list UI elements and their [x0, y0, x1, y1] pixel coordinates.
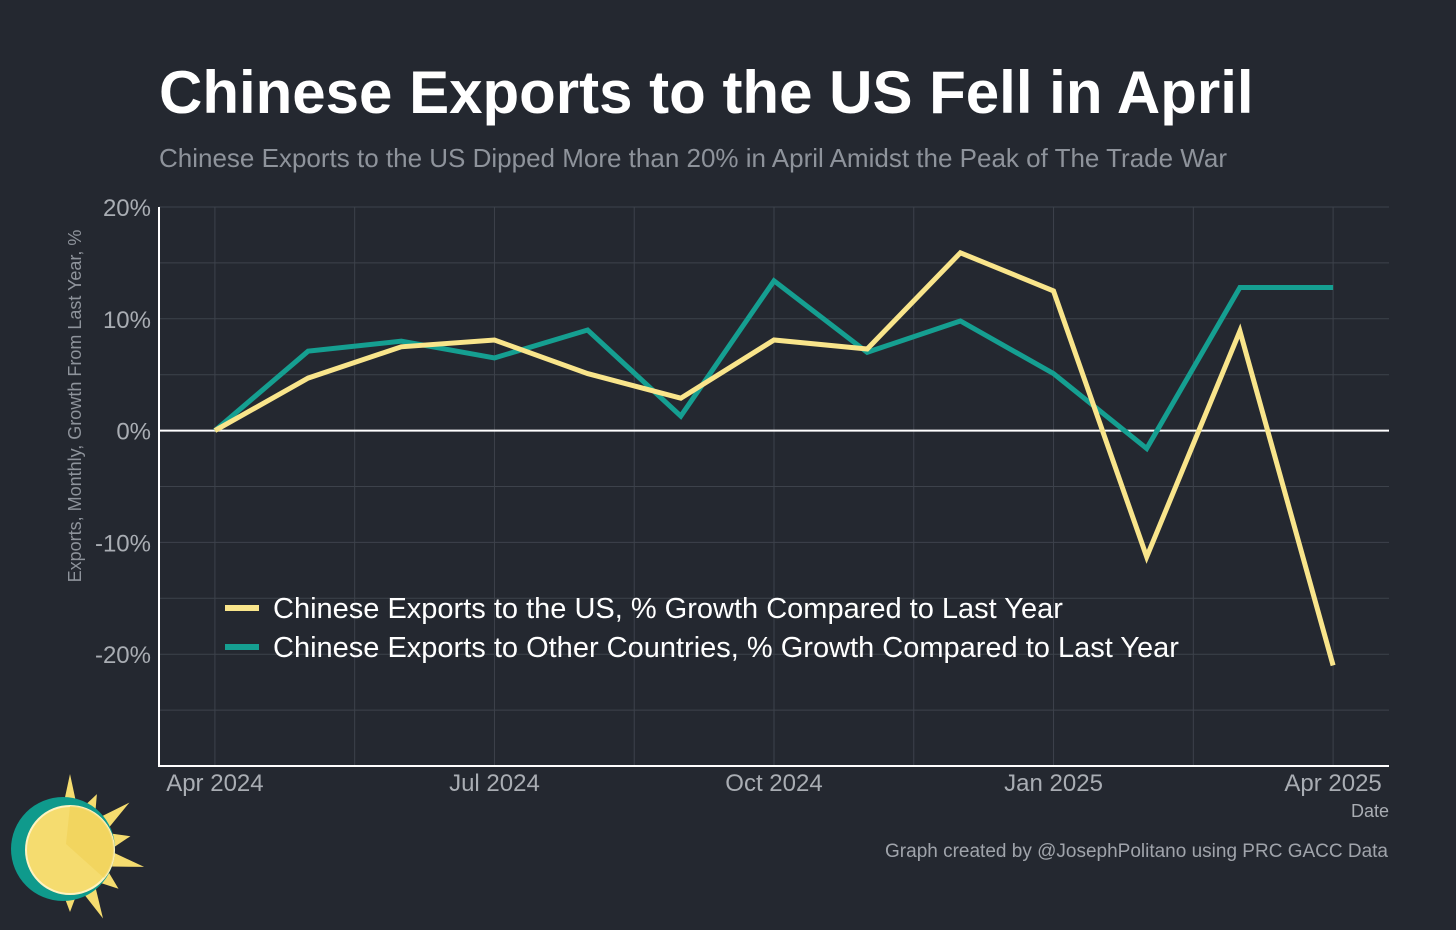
source-credit: Graph created by @JosephPolitano using P… — [885, 841, 1388, 862]
series-lines — [213, 249, 1336, 667]
legend: Chinese Exports to the US, % Growth Comp… — [225, 593, 1179, 664]
y-tick-label: 20% — [103, 195, 151, 222]
y-tick-label: 10% — [103, 307, 151, 334]
axes — [158, 207, 1389, 767]
x-tick-label: Jan 2025 — [1004, 770, 1103, 797]
legend-label: Chinese Exports to Other Countries, % Gr… — [273, 632, 1179, 664]
x-tick-label: Jul 2024 — [449, 770, 540, 797]
y-tick-label: -10% — [95, 530, 151, 557]
sun-ray — [110, 852, 145, 867]
x-tick-label: Oct 2024 — [725, 770, 822, 797]
legend-label: Chinese Exports to the US, % Growth Comp… — [273, 593, 1063, 625]
gridlines — [159, 206, 1389, 767]
sun-ray — [99, 871, 119, 889]
x-tick-label: Apr 2024 — [166, 770, 263, 797]
chart-subtitle: Chinese Exports to the US Dipped More th… — [159, 143, 1227, 173]
y-tick-label: 0% — [116, 419, 151, 446]
x-tick-label: Apr 2025 — [1284, 770, 1381, 797]
sun-logo-icon — [11, 774, 145, 919]
y-tick-label: -20% — [95, 642, 151, 669]
chart-title: Chinese Exports to the US Fell in April — [159, 59, 1254, 126]
y-axis-title: Exports, Monthly, Growth From Last Year,… — [65, 230, 85, 583]
x-axis-title: Date — [1351, 801, 1389, 821]
sun-ray — [110, 833, 131, 848]
axis-labels: 20% 10% 0% -10% -20% Apr 2024 Jul 2024 Oct 2024… — [65, 195, 1389, 821]
logo-sun-shade — [66, 805, 115, 878]
